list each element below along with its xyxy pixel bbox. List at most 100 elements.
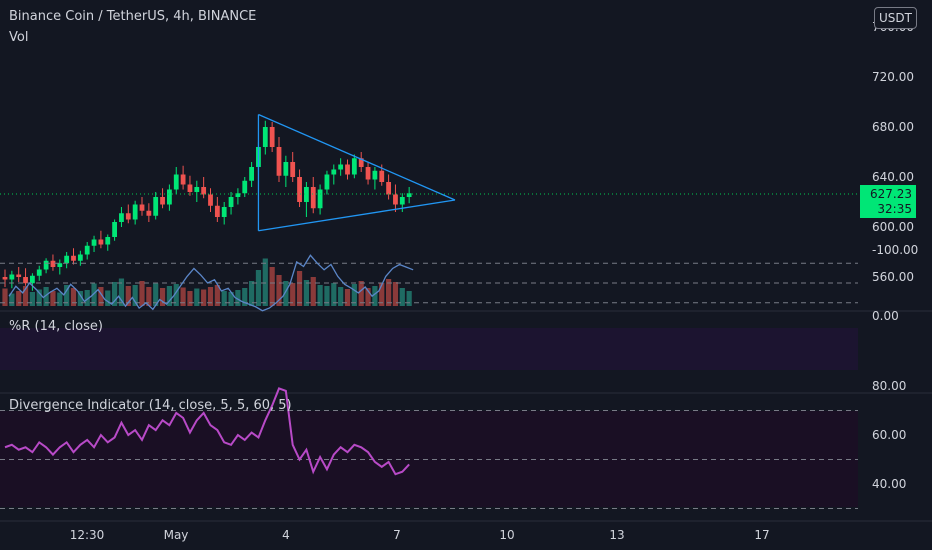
candle [98, 239, 104, 245]
volume-bar [91, 283, 97, 306]
candle [208, 194, 213, 206]
candle [379, 170, 385, 182]
candle [112, 222, 117, 237]
candle [228, 197, 234, 207]
currency-button[interactable]: USDT [874, 7, 917, 29]
candle [317, 189, 323, 209]
candle [304, 187, 309, 202]
volume-bar [372, 286, 378, 306]
volume-bar [118, 278, 125, 306]
volume-bar [132, 285, 138, 306]
volume-label: Vol [9, 30, 29, 45]
candles [2, 120, 412, 291]
candle [310, 187, 316, 209]
williams-r-line [8, 254, 414, 312]
volume-bar [269, 267, 275, 306]
volume-bar [379, 283, 385, 306]
divergence-tick-label: 80.00 [872, 379, 906, 393]
candle [386, 182, 391, 195]
time-tick-label: 7 [393, 528, 401, 542]
volume-bar [22, 286, 29, 306]
volume-bar [173, 284, 179, 306]
candle [64, 255, 70, 264]
price-tag-countdown: 32:35 [877, 202, 912, 216]
volume-bar [386, 279, 392, 306]
volume-bar [43, 287, 49, 306]
symbol-title: Binance Coin / TetherUS, 4h, BINANCE [9, 9, 257, 24]
candle [125, 213, 131, 220]
price-axis[interactable]: 560.00600.00640.00680.00720.00760.000.00… [872, 20, 918, 491]
triangle-upper-line[interactable] [258, 113, 456, 201]
volume-bar [84, 290, 90, 306]
volume-bar [153, 283, 159, 306]
time-tick-label: 17 [754, 528, 769, 542]
candle [180, 174, 186, 185]
volume-bar [16, 291, 22, 306]
candle [91, 239, 97, 246]
volume-bar [112, 282, 118, 306]
candle [71, 255, 76, 261]
volume-bar [50, 291, 56, 306]
volume-bar [242, 288, 248, 306]
volume-bar [29, 292, 35, 306]
candle [269, 127, 275, 147]
volume-bars [2, 258, 412, 306]
candle [262, 127, 268, 147]
price-tick-label: 560.00 [872, 270, 914, 284]
volume-bar [139, 281, 145, 306]
volume-bar [98, 287, 104, 306]
volume-bar [207, 287, 214, 306]
volume-bar [146, 287, 152, 306]
candle [16, 274, 22, 277]
volume-bar [392, 282, 399, 306]
candle [365, 167, 371, 180]
candle [2, 277, 8, 280]
volume-bar [255, 270, 262, 306]
volume-bar [358, 281, 364, 306]
candle [23, 277, 28, 284]
volume-bar [351, 284, 357, 306]
divergence-tick-label: 60.00 [872, 428, 906, 442]
triangle-pattern[interactable] [257, 113, 456, 232]
candle [372, 170, 378, 180]
volume-bar [344, 289, 351, 306]
time-tick-label: 10 [499, 528, 514, 542]
triangle-lower-line[interactable] [258, 199, 456, 232]
candle [43, 260, 49, 270]
price-tick-label: 600.00 [872, 220, 914, 234]
candle [167, 189, 172, 205]
candle [84, 245, 90, 255]
volume-bar [105, 290, 111, 306]
time-tick-label: 4 [282, 528, 290, 542]
candle [9, 274, 15, 280]
candle [187, 184, 193, 192]
candle [57, 263, 63, 267]
volume-bar [303, 280, 309, 306]
volume-bar [166, 286, 172, 306]
candle [139, 204, 145, 211]
candle [345, 164, 350, 175]
volume-bar [235, 290, 241, 306]
volume-bar [125, 286, 131, 306]
candle [235, 193, 241, 197]
time-tick-label: 12:30 [70, 528, 105, 542]
candle [393, 194, 398, 205]
candle [242, 180, 248, 194]
candle [283, 162, 289, 176]
candle [77, 254, 83, 261]
volume-bar [9, 293, 15, 306]
volume-bar [338, 287, 344, 306]
volume-bar [276, 275, 282, 306]
divergence-tick-label: 40.00 [872, 477, 906, 491]
candle [290, 162, 296, 177]
volume-bar [70, 288, 77, 306]
volume-bar [180, 287, 186, 306]
time-tick-label: 13 [609, 528, 624, 542]
volume-bar [228, 292, 234, 306]
price-tag: 627.23 32:35 [860, 185, 916, 218]
divergence-title: Divergence Indicator (14, close, 5, 5, 6… [9, 398, 292, 413]
time-axis[interactable]: 12:30 May 4 7 10 13 17 [70, 528, 770, 542]
volume-bar [310, 277, 316, 306]
candle [221, 207, 227, 217]
